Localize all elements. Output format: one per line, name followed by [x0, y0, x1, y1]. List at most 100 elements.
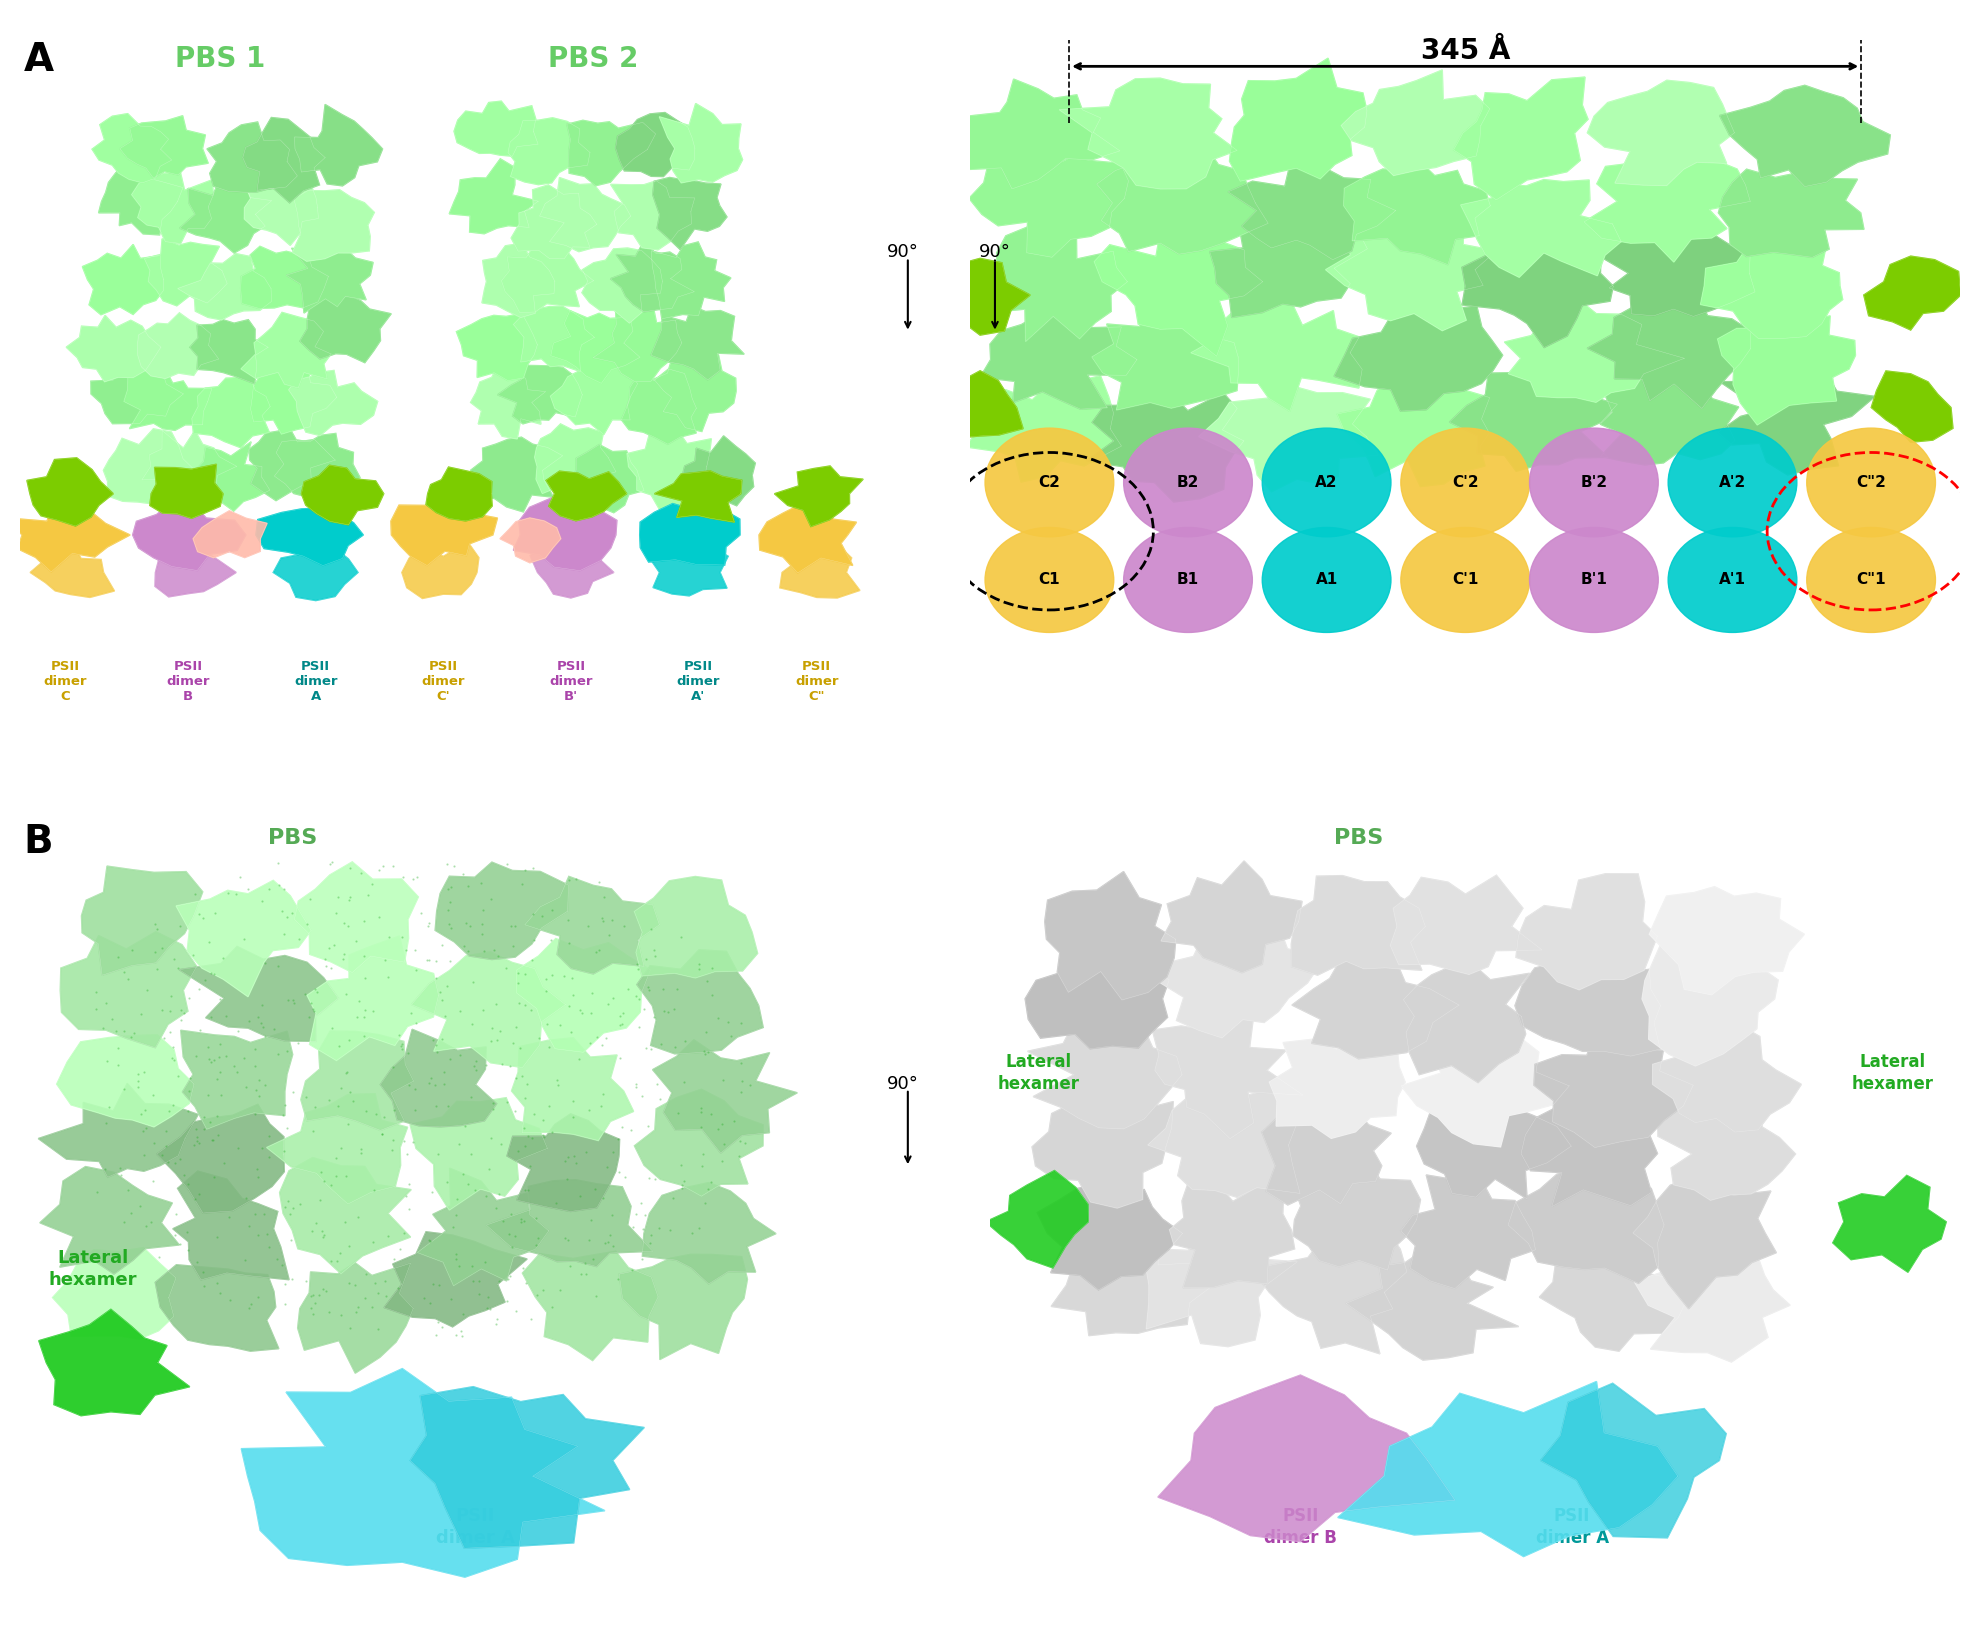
- Point: [556, 1019, 588, 1045]
- Polygon shape: [594, 300, 681, 381]
- Polygon shape: [275, 434, 360, 497]
- Point: [390, 1183, 422, 1209]
- Point: [273, 1201, 305, 1227]
- Point: [196, 1126, 228, 1152]
- Point: [495, 1201, 527, 1227]
- Polygon shape: [634, 1089, 762, 1196]
- Point: [505, 1206, 537, 1232]
- Point: [236, 1291, 267, 1317]
- Point: [541, 1068, 572, 1094]
- Point: [586, 1032, 618, 1058]
- Point: [350, 1262, 382, 1288]
- Point: [222, 1019, 253, 1045]
- Text: A: A: [24, 41, 53, 78]
- Point: [705, 1112, 737, 1138]
- Polygon shape: [1453, 77, 1588, 200]
- Point: [602, 1267, 634, 1293]
- Point: [390, 937, 422, 963]
- Polygon shape: [507, 1113, 620, 1211]
- Polygon shape: [582, 248, 663, 323]
- Point: [451, 872, 483, 898]
- Point: [495, 1263, 527, 1289]
- Point: [495, 1234, 527, 1260]
- Point: [97, 1006, 129, 1032]
- Point: [511, 1270, 543, 1296]
- Text: PSII
dimer
B': PSII dimer B': [548, 660, 592, 703]
- Text: B1: B1: [1176, 572, 1200, 587]
- Point: [533, 1094, 564, 1120]
- Point: [442, 1240, 473, 1267]
- Point: [661, 1100, 693, 1126]
- Point: [685, 1113, 717, 1139]
- Polygon shape: [40, 1167, 180, 1275]
- Point: [81, 996, 113, 1022]
- Text: 90°: 90°: [887, 1074, 919, 1092]
- Point: [412, 913, 444, 939]
- Point: [240, 1053, 271, 1079]
- Point: [196, 1050, 228, 1076]
- Point: [436, 916, 467, 942]
- Point: [517, 1100, 548, 1126]
- Point: [156, 1092, 188, 1118]
- Point: [414, 1289, 446, 1315]
- Point: [180, 1043, 212, 1069]
- Point: [491, 851, 523, 877]
- Point: [204, 1281, 236, 1307]
- Point: [485, 1131, 517, 1157]
- Point: [105, 1162, 137, 1188]
- Point: [436, 1286, 467, 1312]
- Polygon shape: [6, 500, 131, 572]
- Point: [87, 1015, 119, 1042]
- Point: [253, 875, 285, 901]
- Point: [317, 849, 348, 875]
- Point: [158, 1222, 190, 1249]
- Point: [360, 1100, 392, 1126]
- Point: [687, 1152, 719, 1178]
- Polygon shape: [1871, 372, 1952, 442]
- Point: [178, 1133, 210, 1159]
- Point: [503, 989, 535, 1015]
- Point: [582, 937, 614, 963]
- Point: [224, 864, 255, 890]
- Polygon shape: [1087, 390, 1243, 502]
- Point: [590, 1025, 622, 1051]
- Polygon shape: [242, 246, 329, 308]
- Point: [307, 1276, 339, 1302]
- Point: [372, 924, 404, 950]
- Point: [339, 1271, 370, 1297]
- Point: [632, 973, 663, 999]
- Point: [117, 937, 148, 963]
- Point: [426, 986, 457, 1012]
- Point: [527, 1107, 558, 1133]
- Polygon shape: [481, 243, 554, 318]
- Point: [309, 952, 341, 978]
- Point: [358, 1177, 390, 1203]
- Point: [509, 1208, 541, 1234]
- Point: [426, 1027, 457, 1053]
- Point: [263, 872, 295, 898]
- Point: [392, 1141, 424, 1167]
- Point: [647, 998, 679, 1024]
- Polygon shape: [1346, 1250, 1519, 1359]
- Point: [711, 1009, 742, 1035]
- Point: [438, 1214, 469, 1240]
- Text: C"2: C"2: [1855, 474, 1887, 491]
- Text: A2: A2: [1315, 474, 1338, 491]
- Point: [400, 957, 432, 983]
- Point: [517, 947, 548, 973]
- Point: [515, 1306, 546, 1332]
- Point: [327, 945, 358, 971]
- Point: [689, 1019, 721, 1045]
- Point: [683, 1214, 715, 1240]
- Polygon shape: [1390, 875, 1542, 975]
- Point: [313, 851, 345, 877]
- Polygon shape: [622, 368, 697, 445]
- Polygon shape: [57, 1035, 194, 1126]
- Text: C'1: C'1: [1451, 572, 1479, 587]
- Polygon shape: [620, 1255, 748, 1359]
- Point: [331, 1060, 362, 1086]
- Point: [735, 1073, 766, 1099]
- Point: [107, 1076, 139, 1102]
- Point: [564, 1183, 596, 1209]
- Point: [299, 1094, 331, 1120]
